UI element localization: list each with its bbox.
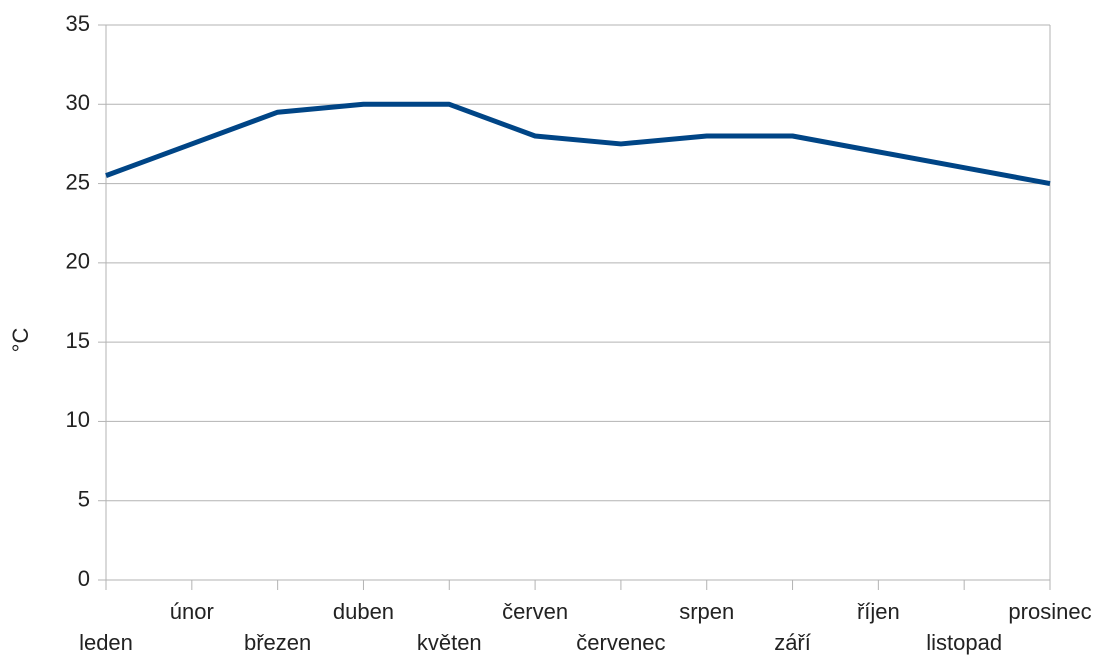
x-tick-label: říjen — [857, 599, 900, 624]
x-tick-label: březen — [244, 630, 311, 655]
y-tick-label: 10 — [66, 407, 90, 432]
y-tick-label: 30 — [66, 90, 90, 115]
y-tick-label: 5 — [78, 487, 90, 512]
x-tick-label: prosinec — [1008, 599, 1091, 624]
y-tick-label: 20 — [66, 249, 90, 274]
y-tick-label: 25 — [66, 169, 90, 194]
y-tick-label: 0 — [78, 566, 90, 591]
x-tick-label: srpen — [679, 599, 734, 624]
y-axis-label: °C — [8, 328, 33, 353]
x-tick-label: listopad — [926, 630, 1002, 655]
x-tick-label: duben — [333, 599, 394, 624]
x-tick-label: červen — [502, 599, 568, 624]
x-tick-label: únor — [170, 599, 214, 624]
y-tick-label: 35 — [66, 11, 90, 36]
x-tick-label: září — [774, 630, 811, 655]
x-tick-label: červenec — [576, 630, 665, 655]
x-tick-label: květen — [417, 630, 482, 655]
y-tick-label: 15 — [66, 328, 90, 353]
line — [105, 101, 1051, 187]
x-tick-label: leden — [79, 630, 133, 655]
